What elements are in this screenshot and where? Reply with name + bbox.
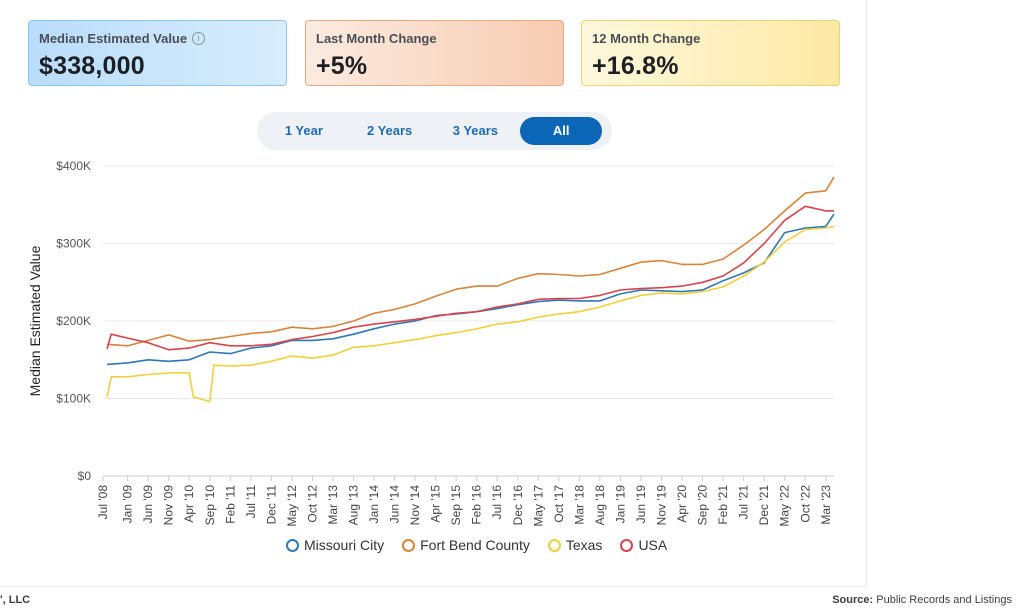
x-tick-label: Mar '18 (572, 485, 586, 525)
y-axis-title: Median Estimated Value (27, 245, 43, 396)
x-tick-label: Mar '23 (819, 485, 833, 525)
x-tick-label: Dec '21 (757, 485, 771, 526)
x-tick-label: May '22 (778, 485, 792, 527)
x-tick-label: Apr '15 (429, 485, 443, 523)
x-tick-label: Dec '16 (511, 485, 525, 526)
legend-swatch-texas (547, 538, 561, 552)
x-tick-label: Jan '19 (613, 485, 627, 524)
x-tick-label: Oct '22 (798, 485, 812, 523)
last-month-change-value: +5% (316, 52, 368, 80)
legend-label-usa: USA (638, 537, 668, 553)
x-tick-label: Jan '14 (367, 485, 381, 524)
legend-swatch-usa (620, 538, 634, 552)
footer-source-label: Source: (832, 594, 874, 606)
series-line-missouri-city (107, 213, 835, 366)
home-value-panel: Median Estimated Value i $338,000 Last M… (0, 0, 867, 587)
footer-source-text: Public Records and Listings (876, 594, 1012, 606)
x-tick-label: Sep '10 (203, 485, 217, 526)
series-line-texas (106, 225, 835, 403)
median-value-amount: $338,000 (39, 52, 145, 80)
legend-item-missouri-city[interactable]: Missouri City (286, 537, 384, 553)
legend-item-texas[interactable]: Texas (547, 537, 603, 553)
x-tick-label: Jul '16 (490, 485, 504, 520)
legend-item-usa[interactable]: USA (620, 537, 667, 553)
footer-copyright: ', LLC (0, 594, 31, 606)
series-line-usa (106, 205, 834, 351)
x-tick-label: Feb '16 (470, 485, 484, 525)
x-tick-label: Nov '14 (408, 485, 422, 526)
y-tick-label: $300K (56, 237, 91, 251)
chart-legend: Missouri City Fort Bend County Texas USA (286, 537, 667, 553)
x-tick-label: Mar '13 (326, 485, 340, 525)
series-line-fort-bend-county (107, 176, 835, 347)
x-tick-label: Jan '09 (121, 485, 135, 524)
info-icon[interactable]: i (192, 32, 206, 45)
x-tick-label: Jul '08 (96, 485, 110, 520)
median-value-line-chart: $0 $100K $200K $300K $400K Median Estimated V… (27, 159, 835, 527)
footer-source: Source: Public Records and Listings (832, 594, 1012, 606)
x-tick-label: Aug '13 (347, 485, 361, 526)
x-tick-label: Jun '19 (634, 485, 648, 524)
median-value-card: Median Estimated Value i $338,000 (28, 20, 287, 86)
time-range-selector: 1 Year 2 Years 3 Years All (257, 112, 612, 150)
last-month-change-label: Last Month Change (316, 31, 437, 46)
twelve-month-change-card: 12 Month Change +16.8% (581, 20, 840, 86)
twelve-month-change-value: +16.8% (592, 52, 679, 80)
x-tick-label: Jun '09 (141, 485, 155, 524)
x-tick-label: Dec '11 (264, 485, 278, 525)
twelve-month-change-label: 12 Month Change (592, 31, 701, 46)
y-tick-label: $200K (56, 314, 91, 328)
range-3-years-button[interactable]: 3 Years (452, 123, 499, 138)
legend-label-fort-bend-county: Fort Bend County (420, 537, 530, 553)
x-tick-label: May '17 (531, 485, 545, 527)
x-tick-label: Feb '11 (223, 485, 237, 524)
y-tick-label: $400K (56, 159, 91, 173)
range-1-year-button[interactable]: 1 Year (284, 123, 323, 138)
x-tick-label: Nov '09 (162, 485, 176, 526)
y-tick-label: $0 (78, 469, 92, 483)
x-tick-label: Feb '21 (716, 485, 730, 525)
x-tick-label: Apr '20 (675, 485, 689, 523)
legend-label-missouri-city: Missouri City (304, 537, 385, 553)
legend-label-texas: Texas (565, 537, 603, 553)
x-tick-label: Oct '12 (305, 485, 319, 523)
y-tick-label: $100K (56, 392, 91, 406)
x-tick-label: Jul '21 (737, 485, 751, 520)
legend-item-fort-bend-county[interactable]: Fort Bend County (402, 537, 530, 553)
x-tick-label: Apr '10 (182, 485, 196, 523)
x-tick-label: May '12 (285, 485, 299, 527)
median-value-label: Median Estimated Value (39, 31, 188, 46)
x-tick-label: Sep '20 (696, 485, 710, 526)
x-tick-label: Oct '17 (552, 485, 566, 523)
x-tick-label: Sep '15 (449, 485, 463, 526)
x-tick-label: Jun '14 (388, 485, 402, 524)
last-month-change-card: Last Month Change +5% (305, 20, 564, 86)
range-all-button[interactable]: All (520, 117, 602, 145)
range-2-years-button[interactable]: 2 Years (366, 123, 413, 138)
legend-swatch-fort-bend-county (402, 538, 416, 552)
median-value-card-label-row: Median Estimated Value i (39, 31, 276, 46)
x-tick-label: Aug '18 (593, 485, 607, 526)
legend-swatch-missouri-city (286, 538, 299, 552)
x-tick-label: Nov '19 (655, 485, 669, 526)
x-tick-label: Jul '11 (244, 485, 258, 519)
